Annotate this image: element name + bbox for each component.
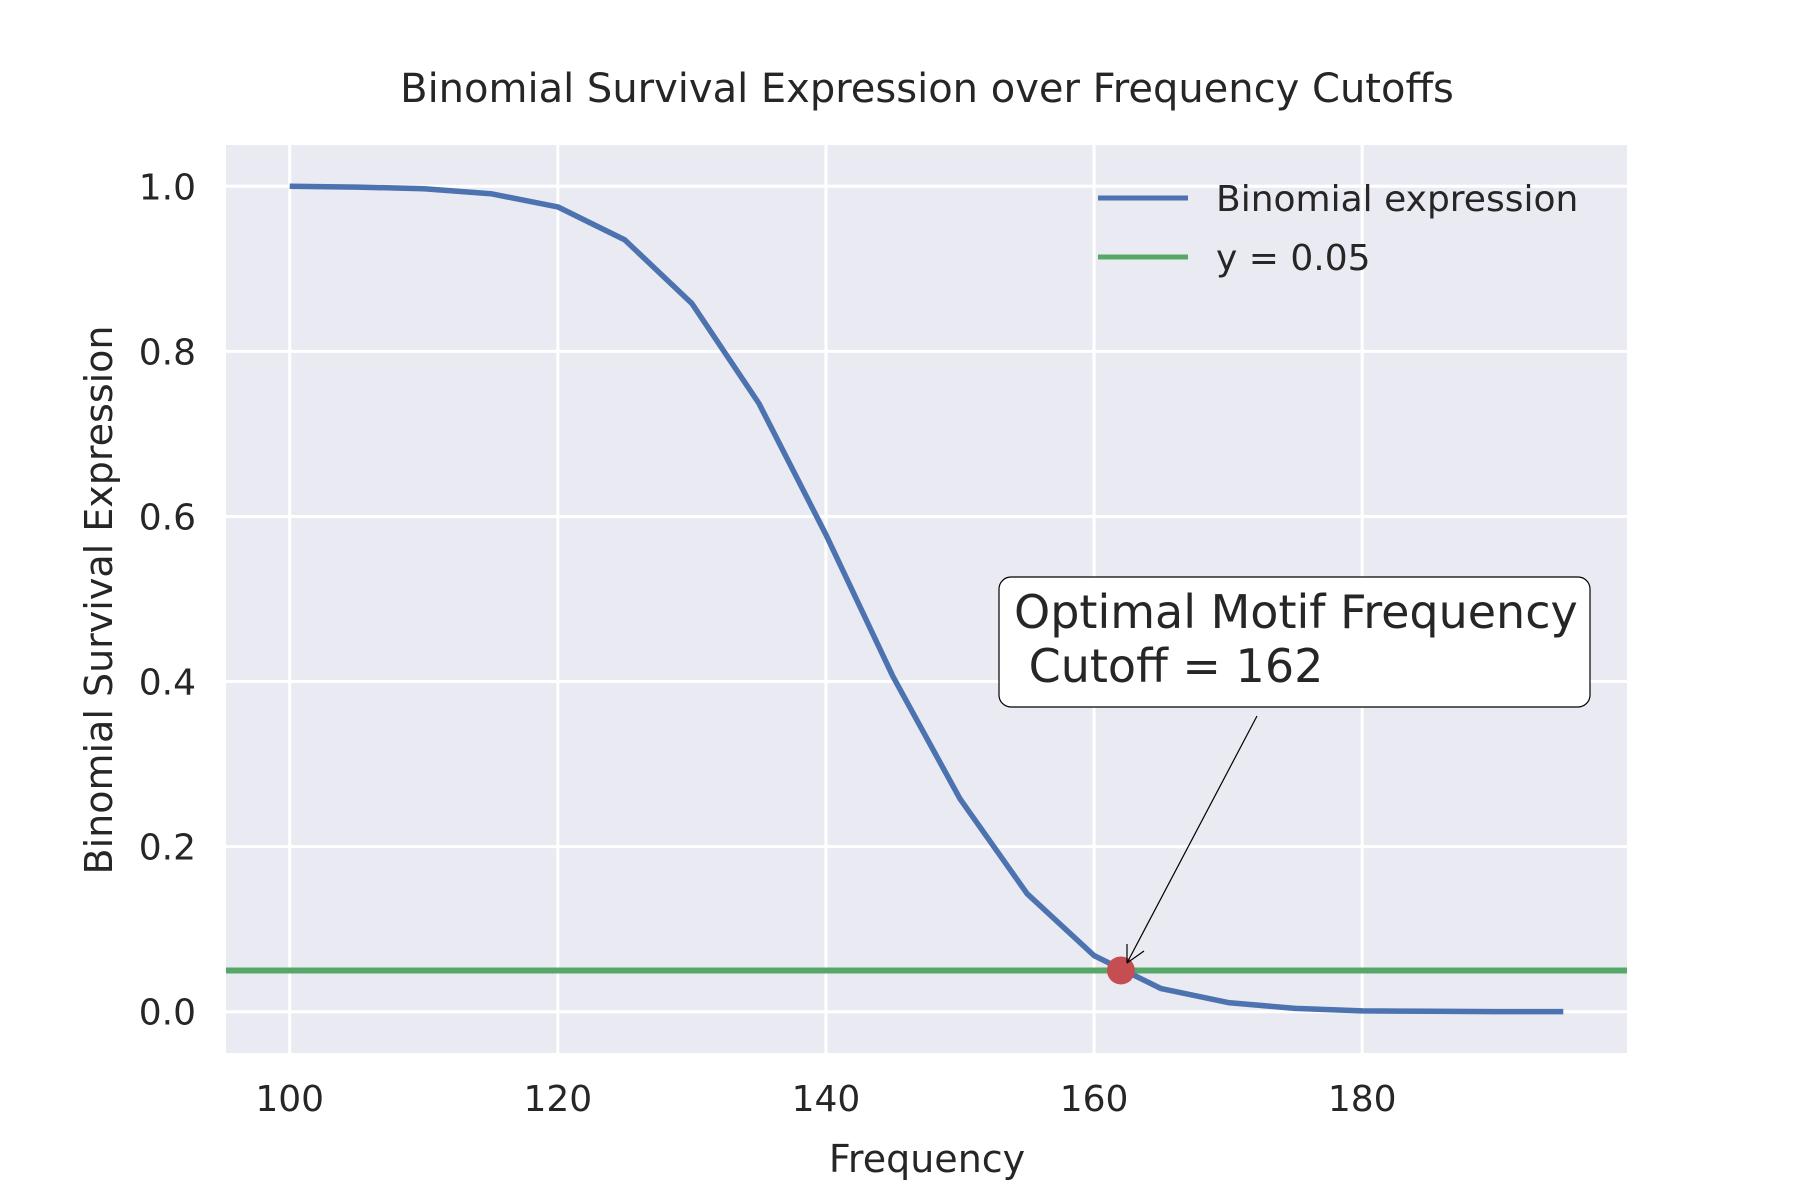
tick-labels: 100 120 140 160 180 0.0 0.2 0.4 0.6 0.8 1.0: [139, 167, 1397, 1120]
y-tick-label: 1.0: [139, 167, 196, 208]
y-tick-label: 0.4: [139, 663, 196, 704]
x-axis-label: Frequency: [829, 1137, 1025, 1181]
annotation-line-2: Cutoff = 162: [1014, 639, 1323, 693]
annotation-arrow: [1126, 715, 1258, 964]
x-tick-label: 140: [792, 1079, 861, 1120]
y-axis-label: Binomial Survival Expression: [77, 325, 121, 874]
chart-title: Binomial Survival Expression over Freque…: [400, 66, 1454, 112]
y-tick-label: 0.0: [139, 993, 196, 1034]
annotation-line-1: Optimal Motif Frequency: [1014, 585, 1578, 639]
annotation: Optimal Motif Frequency Cutoff = 162: [998, 576, 1591, 964]
legend-label-binomial: Binomial expression: [1216, 179, 1578, 220]
y-tick-label: 0.2: [139, 828, 196, 869]
x-tick-label: 160: [1060, 1079, 1129, 1120]
x-tick-label: 180: [1328, 1079, 1397, 1120]
legend: Binomial expression y = 0.05: [1098, 179, 1578, 279]
x-tick-label: 120: [523, 1079, 592, 1120]
annotation-arrowhead: [1126, 944, 1145, 964]
binomial-expression-line: [289, 183, 1564, 1015]
y-tick-label: 0.6: [139, 497, 196, 538]
legend-label-threshold: y = 0.05: [1216, 238, 1371, 279]
series-layer: [226, 183, 1627, 1015]
x-tick-label: 100: [255, 1079, 324, 1120]
annotation-box: [998, 576, 1591, 708]
cutoff-marker: [1106, 956, 1135, 985]
y-tick-label: 0.8: [139, 332, 196, 373]
